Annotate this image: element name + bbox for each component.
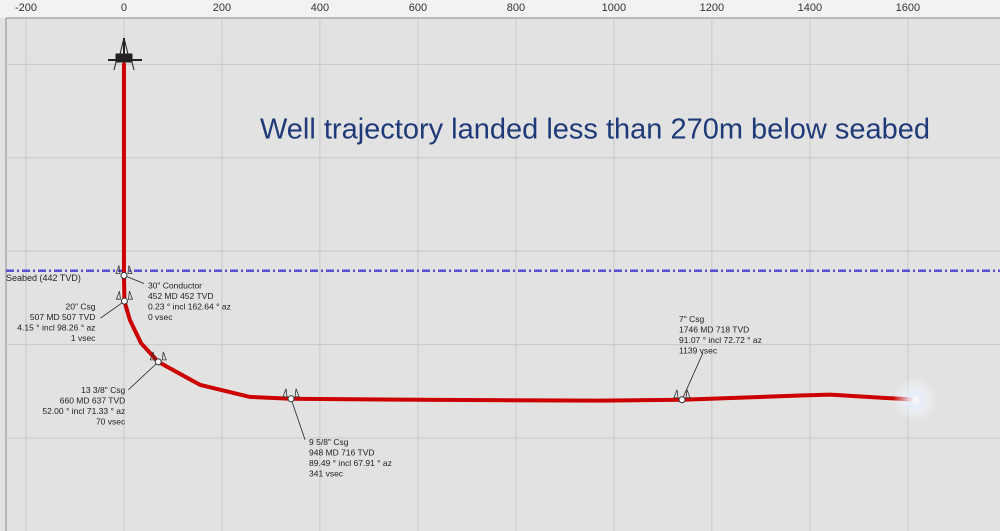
leader-line: [290, 398, 306, 440]
casing-shoe: [282, 388, 300, 398]
casing-label: 30" Conductor: [148, 281, 202, 291]
leader-line: [123, 275, 145, 284]
x-tick-label: 1600: [896, 2, 920, 14]
x-tick-label: -200: [15, 2, 37, 14]
casing-label: 507 MD 507 TVD: [30, 312, 96, 322]
x-tick-label: 200: [213, 2, 231, 14]
casing-shoe: [115, 291, 134, 300]
x-tick-label: 400: [311, 2, 329, 14]
casing-point: [120, 271, 128, 279]
casing-label: 0 vsec: [148, 312, 173, 322]
casing-label: 91.07 ° incl 72.72 ° az: [679, 335, 762, 345]
casing-label: 70 vsec: [96, 417, 126, 427]
casing-label: 0.23 ° incl 162.64 ° az: [148, 302, 231, 312]
casing-shoe: [673, 389, 691, 399]
casing-label: 13 3/8" Csg: [81, 385, 125, 395]
casing-shoe: [115, 265, 133, 274]
casing-label: 1139 vsec: [679, 345, 718, 355]
casing-label: 4.15 ° incl 98.26 ° az: [17, 322, 95, 332]
casing-label: 1 vsec: [71, 333, 96, 343]
x-tick-label: 1200: [700, 2, 724, 14]
x-tick-label: 600: [409, 2, 427, 14]
bit-glow: [892, 377, 937, 422]
casing-label: 1746 MD 718 TVD: [679, 324, 749, 334]
chart-title: Well trajectory landed less than 270m be…: [260, 114, 930, 146]
casing-label: 7" Csg: [679, 314, 704, 324]
casing-label: 52.00 ° incl 71.33 ° az: [42, 406, 125, 416]
casing-label: 948 MD 716 TVD: [309, 448, 375, 458]
casing-label: 660 MD 637 TVD: [60, 396, 126, 406]
x-tick-label: 0: [121, 2, 127, 14]
leader-line: [100, 300, 125, 319]
casing-point: [154, 358, 162, 366]
casing-point: [678, 396, 686, 404]
seabed-label: Seabed (442 TVD): [6, 273, 81, 283]
x-tick-label: 800: [507, 2, 525, 14]
x-tick-label: 1000: [602, 2, 626, 14]
leader-line: [681, 352, 704, 400]
casing-shoe: [149, 351, 167, 361]
casing-label: 89.49 ° incl 67.91 ° az: [309, 458, 392, 468]
axis-strip: [0, 0, 1000, 18]
rig-icon: [108, 37, 142, 71]
casing-label: 9 5/8" Csg: [309, 437, 349, 447]
grid: [6, 18, 1000, 531]
x-tick-label: 1400: [798, 2, 822, 14]
casing-label: 20" Csg: [65, 301, 95, 311]
casing-point: [120, 297, 128, 305]
casing-label: 452 MD 452 TVD: [148, 291, 214, 301]
casing-point: [287, 395, 295, 403]
well-trajectory: [121, 62, 917, 403]
leader-line: [127, 361, 159, 391]
casing-label: 341 vsec: [309, 469, 344, 479]
